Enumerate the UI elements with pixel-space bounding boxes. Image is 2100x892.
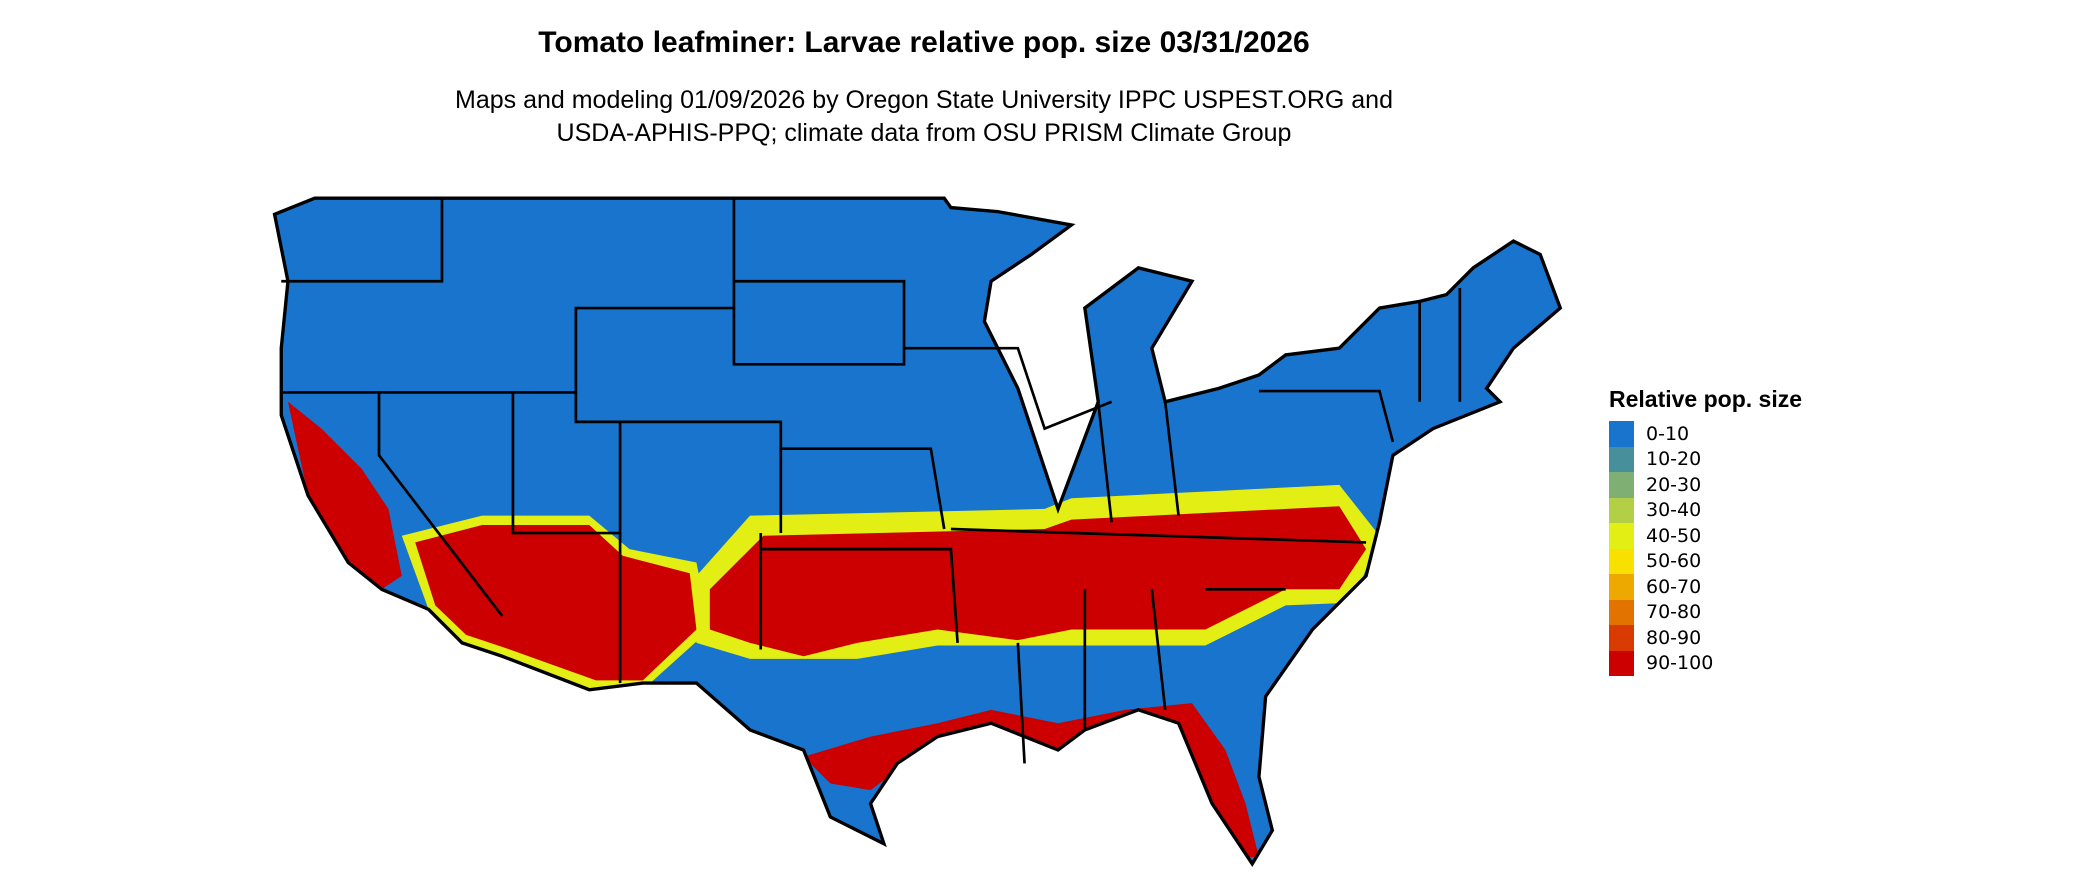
- legend-label: 10-20: [1646, 448, 1702, 471]
- legend-swatch: [1609, 497, 1634, 523]
- legend-swatch: [1609, 548, 1634, 574]
- legend-label: 0-10: [1646, 422, 1690, 445]
- legend-item: 30-40: [1609, 497, 1802, 523]
- legend-swatch: [1609, 625, 1634, 651]
- legend-label: 40-50: [1646, 524, 1702, 547]
- legend-swatch: [1609, 446, 1634, 472]
- legend-label: 80-90: [1646, 626, 1702, 649]
- legend-item: 20-30: [1609, 472, 1802, 498]
- legend-item: 70-80: [1609, 599, 1802, 625]
- legend-item: 80-90: [1609, 625, 1802, 651]
- legend-label: 70-80: [1646, 601, 1702, 624]
- legend-swatch: [1609, 472, 1634, 498]
- zone-90-100-south: [709, 506, 1367, 657]
- legend: Relative pop. size 0-10 10-20 20-30 30-40 40…: [1609, 386, 1802, 676]
- legend-item: 50-60: [1609, 548, 1802, 574]
- legend-label: 30-40: [1646, 499, 1702, 522]
- legend-swatch: [1609, 574, 1634, 600]
- legend-label: 20-30: [1646, 473, 1702, 496]
- legend-item: 60-70: [1609, 574, 1802, 600]
- zone-90-100-gulf-coast: [803, 703, 1259, 858]
- legend-title: Relative pop. size: [1609, 386, 1803, 412]
- legend-label: 90-100: [1646, 652, 1714, 675]
- legend-swatch: [1609, 650, 1634, 676]
- subtitle-line-2: USDA-APHIS-PPQ; climate data from OSU PR…: [556, 119, 1292, 147]
- legend-item: 10-20: [1609, 446, 1802, 472]
- legend-item: 40-50: [1609, 523, 1802, 549]
- legend-swatch: [1609, 523, 1634, 549]
- legend-swatch: [1609, 599, 1634, 625]
- zone-90-100-california: [287, 401, 402, 590]
- zone-90-100-southwest: [415, 525, 697, 681]
- legend-item: 90-100: [1609, 650, 1802, 676]
- map-subtitle: Maps and modeling 01/09/2026 by Oregon S…: [0, 84, 1848, 150]
- subtitle-line-1: Maps and modeling 01/09/2026 by Oregon S…: [455, 86, 1393, 114]
- legend-swatch: [1609, 421, 1634, 447]
- map-title: Tomato leafminer: Larvae relative pop. s…: [538, 26, 1310, 59]
- legend-item: 0-10: [1609, 421, 1802, 447]
- state-borders: [281, 198, 1462, 764]
- legend-label: 60-70: [1646, 575, 1702, 598]
- legend-label: 50-60: [1646, 550, 1702, 573]
